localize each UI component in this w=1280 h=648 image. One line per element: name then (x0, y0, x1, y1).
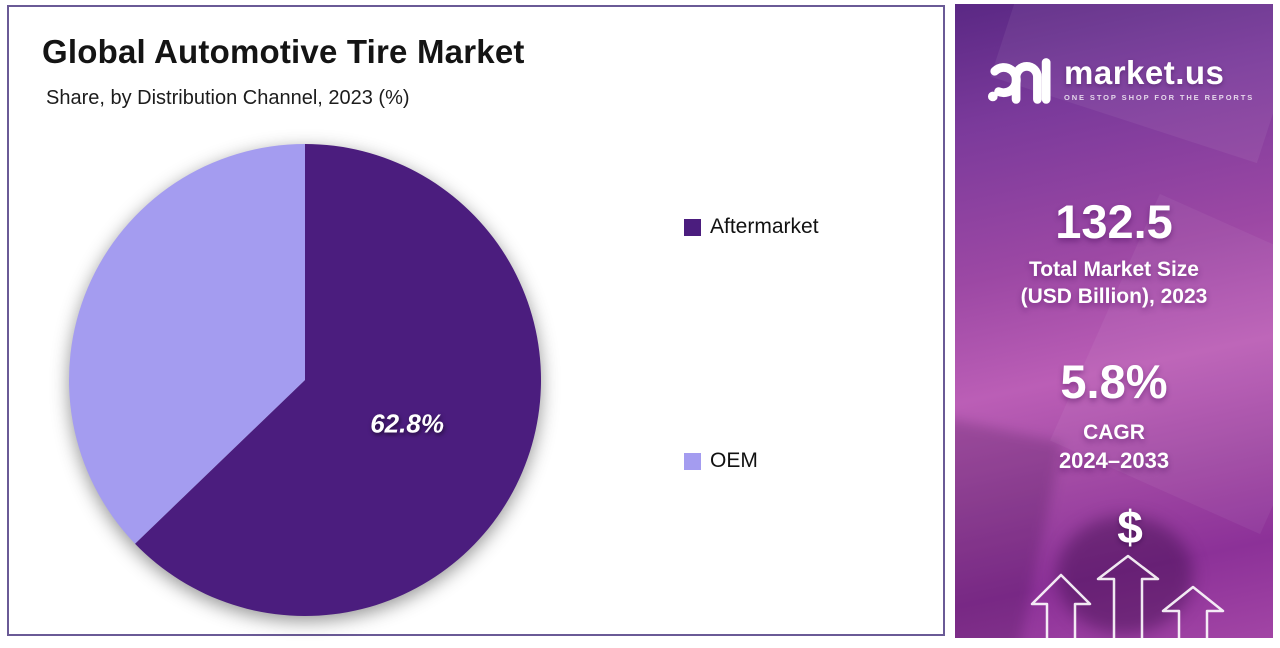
legend-label-aftermarket: Aftermarket (710, 215, 819, 238)
pie-slice-label: 62.8% (370, 408, 444, 438)
pie-chart-svg: 62.8% (69, 144, 542, 616)
market-size-label-line1: Total Market Size (1029, 258, 1199, 281)
brand-logo: market.us ONE STOP SHOP FOR THE REPORTS (987, 50, 1254, 108)
chart-title: Global Automotive Tire Market (42, 33, 525, 70)
chart-card: Global Automotive Tire Market Share, by … (7, 5, 945, 636)
cagr-range: 2024–2033 (1058, 448, 1170, 473)
sidebar: market.us ONE STOP SHOP FOR THE REPORTS … (955, 4, 1273, 638)
legend-item-aftermarket: Aftermarket (684, 216, 819, 238)
cagr-label: CAGR (1083, 421, 1145, 444)
legend-item-oem: OEM (684, 450, 758, 472)
market-us-logo-icon (987, 58, 1051, 104)
sidebar-dark-circle (1057, 516, 1193, 634)
legend-label-oem: OEM (710, 449, 758, 472)
market-size-value: 132.5 (1055, 195, 1173, 248)
chart-subtitle: Share, by Distribution Channel, 2023 (%) (46, 87, 410, 109)
aftermarket-swatch-icon (684, 218, 701, 236)
market-size-label-line2: (USD Billion), 2023 (1020, 285, 1208, 308)
pie-slice-aftermarket (135, 144, 542, 616)
dollar-icon: $ (1117, 501, 1143, 553)
market-size-label: Total Market Size (USD Billion), 2023 (955, 256, 1273, 310)
brand-name: market.us (1064, 54, 1225, 91)
pie-chart: 62.8% (64, 139, 546, 621)
cagr-value: 5.8% (1060, 355, 1168, 408)
brand-text: market.us ONE STOP SHOP FOR THE REPORTS (1064, 54, 1255, 103)
brand-tagline: ONE STOP SHOP FOR THE REPORTS (1064, 93, 1255, 102)
pie-slice-oem (69, 144, 305, 544)
growth-arrows-icon (1030, 554, 1225, 638)
oem-swatch-icon (684, 452, 701, 470)
